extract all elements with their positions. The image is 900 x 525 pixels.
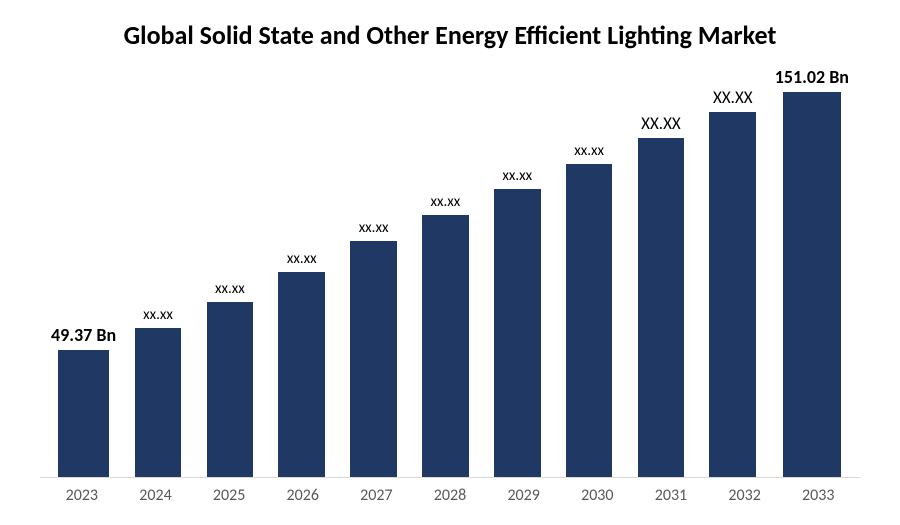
x-axis-label: 2030 — [560, 486, 634, 505]
bar-group: 151.02 Bn — [769, 66, 855, 477]
x-axis-label: 2026 — [266, 486, 340, 505]
bar-group: xx.xx — [194, 66, 266, 477]
bar — [709, 112, 756, 477]
x-axis-label: 2023 — [45, 486, 119, 505]
x-axis-label: 2033 — [781, 486, 855, 505]
bar-value-label: xx.xx — [574, 142, 604, 160]
bar-value-label: 49.37 Bn — [51, 324, 116, 346]
bar-value-label: xx.xx — [215, 280, 245, 298]
bar — [278, 272, 325, 477]
x-axis-label: 2028 — [413, 486, 487, 505]
bar — [783, 92, 841, 477]
bar-group: xx.xx — [553, 66, 625, 477]
bar — [638, 138, 685, 477]
chart-area: 49.37 Bn xx.xx xx.xx xx.xx xx.xx xx.xx xx.xx xx… — [40, 66, 860, 505]
bar — [494, 189, 541, 477]
bar-group: xx.xx — [338, 66, 410, 477]
bar-group: 49.37 Bn — [45, 66, 122, 477]
bar-value-label: 151.02 Bn — [775, 66, 849, 88]
bar-group: xx.xx — [410, 66, 482, 477]
x-axis-labels: 2023202420252026202720282029203020312032… — [40, 478, 860, 505]
bar — [135, 328, 182, 477]
bar-group: XX.XX — [697, 66, 769, 477]
x-axis-label: 2032 — [708, 486, 782, 505]
bar-value-label: xx.xx — [287, 250, 317, 268]
bar-group: xx.xx — [122, 66, 194, 477]
bar — [350, 241, 397, 477]
bar-value-label: xx.xx — [143, 306, 173, 324]
x-axis-label: 2024 — [119, 486, 193, 505]
bar — [422, 215, 469, 477]
bar — [207, 302, 254, 477]
bar-value-label: XX.XX — [641, 113, 681, 134]
bar-value-label: XX.XX — [713, 87, 753, 108]
bar-group: xx.xx — [481, 66, 553, 477]
bar-value-label: xx.xx — [502, 167, 532, 185]
bar — [566, 164, 613, 477]
x-axis-label: 2025 — [192, 486, 266, 505]
x-axis-label: 2027 — [340, 486, 414, 505]
x-axis-label: 2029 — [487, 486, 561, 505]
bar-value-label: xx.xx — [431, 193, 461, 211]
bar-group: xx.xx — [266, 66, 338, 477]
x-axis-label: 2031 — [634, 486, 708, 505]
bar-value-label: xx.xx — [359, 219, 389, 237]
chart-title: Global Solid State and Other Energy Effi… — [40, 20, 860, 51]
bars-row: 49.37 Bn xx.xx xx.xx xx.xx xx.xx xx.xx xx.xx xx… — [40, 66, 860, 478]
bar — [58, 350, 109, 477]
bar-group: XX.XX — [625, 66, 697, 477]
